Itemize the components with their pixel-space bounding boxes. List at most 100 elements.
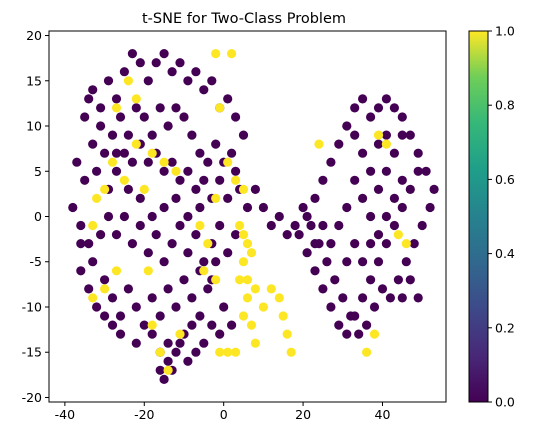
point-class-0 <box>393 275 403 285</box>
point-class-0 <box>171 193 181 203</box>
point-class-0 <box>107 130 118 140</box>
point-class-0 <box>366 275 376 285</box>
point-class-0 <box>385 293 395 303</box>
point-class-0 <box>191 230 201 240</box>
point-class-0 <box>171 103 181 113</box>
point-class-0 <box>143 157 153 167</box>
point-class-0 <box>358 193 368 203</box>
point-class-0 <box>358 293 368 303</box>
point-class-0 <box>123 284 133 294</box>
point-class-0 <box>350 175 360 185</box>
point-class-0 <box>195 148 205 158</box>
point-class-0 <box>127 157 137 167</box>
point-class-1 <box>242 275 253 285</box>
point-class-0 <box>330 275 340 285</box>
point-class-1 <box>171 166 181 176</box>
point-class-0 <box>147 293 157 303</box>
x-tick-label: 40 <box>375 407 391 422</box>
point-class-0 <box>405 184 415 194</box>
point-class-0 <box>76 266 86 276</box>
point-class-0 <box>294 230 304 240</box>
point-class-0 <box>342 329 352 339</box>
point-class-0 <box>334 139 344 149</box>
point-class-0 <box>326 157 336 167</box>
point-class-1 <box>215 347 225 357</box>
point-class-1 <box>123 76 133 86</box>
y-tick-label: -20 <box>22 390 42 405</box>
point-class-1 <box>258 302 268 312</box>
point-class-0 <box>310 193 320 203</box>
y-tick-label: 0 <box>34 209 42 224</box>
point-class-0 <box>84 94 94 104</box>
point-class-0 <box>389 193 399 203</box>
point-class-0 <box>131 103 141 113</box>
point-class-0 <box>159 49 169 59</box>
point-class-0 <box>127 239 137 249</box>
point-class-1 <box>119 175 129 185</box>
point-class-0 <box>358 94 368 104</box>
point-class-0 <box>115 311 126 321</box>
point-class-0 <box>211 257 221 267</box>
point-class-1 <box>242 293 253 303</box>
colorbar-tick-label: 0.0 <box>495 395 515 410</box>
point-class-0 <box>238 130 249 140</box>
point-class-0 <box>179 112 189 122</box>
point-class-0 <box>159 202 169 213</box>
point-class-1 <box>199 266 209 276</box>
point-class-0 <box>175 175 185 185</box>
point-class-1 <box>227 49 237 59</box>
point-class-0 <box>147 130 157 140</box>
point-class-1 <box>246 248 257 258</box>
point-class-0 <box>334 320 344 330</box>
point-class-0 <box>103 211 114 222</box>
point-class-0 <box>100 148 110 158</box>
point-class-0 <box>215 175 225 185</box>
point-class-0 <box>373 139 384 149</box>
y-tick-label: 15 <box>26 73 42 88</box>
point-class-0 <box>147 329 157 339</box>
point-class-0 <box>167 67 177 77</box>
colorbar-tick-label: 0.6 <box>495 172 515 187</box>
points-group <box>68 49 439 384</box>
point-class-0 <box>103 76 114 86</box>
point-class-0 <box>231 112 241 122</box>
colorbar-tick-label: 1.0 <box>495 24 515 39</box>
point-class-0 <box>107 320 118 330</box>
point-class-1 <box>223 347 233 357</box>
point-class-0 <box>310 266 320 276</box>
colorbar-tick-label: 0.8 <box>495 98 515 113</box>
point-class-1 <box>88 220 98 231</box>
point-class-0 <box>397 130 407 140</box>
point-class-0 <box>350 239 360 249</box>
point-class-0 <box>119 211 129 222</box>
point-class-0 <box>183 356 193 366</box>
point-class-1 <box>100 184 110 194</box>
point-class-0 <box>187 130 197 140</box>
point-class-0 <box>366 239 376 249</box>
point-class-1 <box>147 148 157 158</box>
point-class-1 <box>274 293 284 303</box>
point-class-0 <box>111 230 122 240</box>
point-class-0 <box>338 293 348 303</box>
point-class-0 <box>429 184 439 194</box>
point-class-0 <box>302 248 312 258</box>
point-class-0 <box>111 148 122 158</box>
point-class-0 <box>92 302 102 312</box>
point-class-0 <box>203 157 213 167</box>
point-class-1 <box>235 220 245 231</box>
point-class-0 <box>96 121 106 131</box>
point-class-0 <box>159 166 169 176</box>
point-class-0 <box>131 338 141 348</box>
point-class-0 <box>354 329 364 339</box>
point-class-0 <box>195 202 205 213</box>
point-class-0 <box>405 130 415 140</box>
point-class-1 <box>211 49 221 59</box>
point-class-0 <box>377 284 388 294</box>
point-class-1 <box>314 139 324 149</box>
point-class-0 <box>191 184 201 194</box>
point-class-1 <box>223 157 233 167</box>
point-class-1 <box>203 239 213 249</box>
point-class-0 <box>366 211 376 222</box>
point-class-0 <box>381 130 391 140</box>
